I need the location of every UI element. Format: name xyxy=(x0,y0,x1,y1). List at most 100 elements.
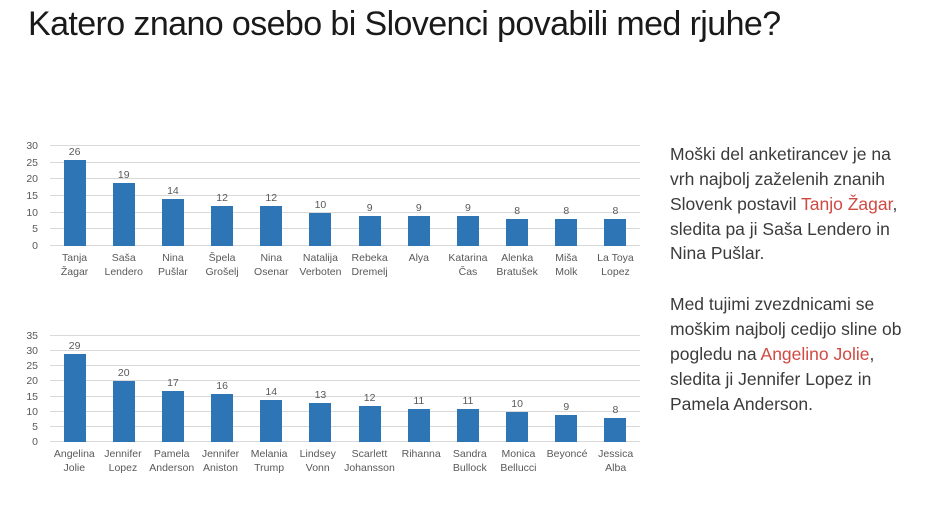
bar xyxy=(555,219,578,246)
gridline xyxy=(50,228,640,230)
value-label: 8 xyxy=(612,205,619,218)
page-title: Katero znano osebo bi Slovenci povabili … xyxy=(28,5,781,43)
bar xyxy=(456,216,479,246)
category-label: Beyoncé xyxy=(546,448,588,460)
y-tick-label: 0 xyxy=(32,436,38,448)
value-label: 19 xyxy=(117,168,130,181)
bar xyxy=(260,206,283,246)
category-label: Nina Osenar xyxy=(254,252,289,278)
gridline xyxy=(50,161,640,163)
value-label: 11 xyxy=(462,394,474,407)
bar xyxy=(358,405,381,442)
category-label: Melania Trump xyxy=(250,448,288,474)
bar xyxy=(604,417,627,442)
gridline xyxy=(50,195,640,196)
commentary-paragraph: Moški del anketirancev je na vrh najbolj… xyxy=(670,142,914,266)
gridline xyxy=(50,350,640,352)
value-label: 8 xyxy=(612,403,619,416)
y-tick-label: 35 xyxy=(26,330,38,342)
category-label: Natalija Verboten xyxy=(299,252,342,278)
y-tick-label: 25 xyxy=(26,360,38,373)
bar xyxy=(63,160,86,246)
bars-group: 29 20 17 16 14 13 12 11 11 10 9 8 xyxy=(50,336,640,442)
bar xyxy=(358,216,381,246)
bar xyxy=(260,399,283,442)
value-label: 12 xyxy=(363,391,376,404)
bar xyxy=(112,182,135,246)
category-label: Angelina Jolie xyxy=(53,448,95,474)
bar xyxy=(309,402,332,442)
plot-area: 29 20 17 16 14 13 12 11 11 10 9 8 xyxy=(50,335,640,442)
category-label: Tanja Žagar xyxy=(60,252,89,278)
bar-chart-slovenian-women: 0 5 10 15 20 25 30 26 19 14 12 12 10 9 9 9 8 8 8 Tanja Ža… xyxy=(12,136,644,286)
category-label: Jessica Alba xyxy=(598,448,634,474)
category-label: Sandra Bullock xyxy=(452,448,487,474)
y-axis: 0 5 10 15 20 25 30 xyxy=(12,140,42,252)
category-label: Rebeka Dremelj xyxy=(351,252,388,278)
gridline xyxy=(50,178,640,180)
gridline xyxy=(50,211,640,213)
category-label: Monica Bellucci xyxy=(500,448,537,474)
value-label: 13 xyxy=(314,388,327,401)
text-segment: , sledita pa ji Saša Lendero in Nina Puš… xyxy=(670,193,898,264)
x-axis-labels: Angelina Jolie Jennifer Lopez Pamela Ander… xyxy=(50,448,640,475)
value-label: 8 xyxy=(514,205,521,218)
bar xyxy=(63,354,86,442)
bar-column: 12 xyxy=(198,146,247,246)
x-axis-labels: Tanja Žagar Saša Lendero Nina Pušlar Špela … xyxy=(50,252,640,279)
gridline xyxy=(50,365,640,367)
bar-column: 29 xyxy=(50,336,99,442)
category-label: Alya xyxy=(408,252,429,264)
category-label: Saša Lendero xyxy=(104,252,144,278)
bar-column: 14 xyxy=(148,146,197,246)
bar-column: 19 xyxy=(99,146,148,246)
commentary-paragraph: Med tujimi zvezdnicami se moškim najbolj… xyxy=(670,292,914,416)
value-label: 17 xyxy=(167,376,179,389)
bar xyxy=(506,411,529,442)
bar-column: 14 xyxy=(247,336,296,442)
bar-column: 9 xyxy=(345,146,394,246)
category-label: La Toya Lopez xyxy=(597,252,634,278)
bars-group: 26 19 14 12 12 10 9 9 9 8 8 8 xyxy=(50,146,640,246)
value-label: 16 xyxy=(216,379,228,392)
gridline xyxy=(50,245,640,246)
bar-column: 10 xyxy=(493,336,542,442)
bar-column: 8 xyxy=(591,336,640,442)
bar xyxy=(112,381,135,442)
y-tick-label: 30 xyxy=(26,345,38,358)
value-label: 10 xyxy=(314,198,327,211)
bar-column: 17 xyxy=(148,336,197,442)
bar xyxy=(456,408,479,442)
gridline xyxy=(50,335,640,336)
y-tick-label: 15 xyxy=(26,390,38,403)
bar-column: 8 xyxy=(591,146,640,246)
y-tick-label: 30 xyxy=(26,140,38,152)
bar xyxy=(506,219,529,246)
value-label: 14 xyxy=(265,385,278,398)
y-tick-label: 0 xyxy=(32,240,38,252)
category-label: Nina Pušlar xyxy=(158,252,188,278)
highlight-red: Angelino Jolie xyxy=(760,343,870,364)
value-label: 9 xyxy=(563,400,570,413)
gridline xyxy=(50,425,640,427)
value-label: 14 xyxy=(167,185,179,198)
bar xyxy=(604,219,627,246)
value-label: 9 xyxy=(415,202,422,214)
bar xyxy=(211,393,234,442)
bar xyxy=(407,408,430,442)
bar xyxy=(161,390,184,442)
category-label: Miša Molk xyxy=(555,252,578,278)
bar-column: 9 xyxy=(394,146,443,246)
commentary-panel: Moški del anketirancev je na vrh najbolj… xyxy=(670,142,914,442)
category-label: Jennifer Aniston xyxy=(201,448,240,474)
value-label: 12 xyxy=(265,192,278,204)
bar-column: 8 xyxy=(542,146,591,246)
gridline xyxy=(50,380,640,382)
y-axis: 0 5 10 15 20 25 30 35 xyxy=(12,330,42,448)
bar-column: 10 xyxy=(296,146,345,246)
bar-chart-foreign-women: 0 5 10 15 20 25 30 35 29 20 17 16 14 13 12 11 11 10 9 8 An… xyxy=(12,320,644,480)
bar-column: 12 xyxy=(247,146,296,246)
y-tick-label: 20 xyxy=(26,375,38,388)
category-label: Rihanna xyxy=(401,448,441,460)
